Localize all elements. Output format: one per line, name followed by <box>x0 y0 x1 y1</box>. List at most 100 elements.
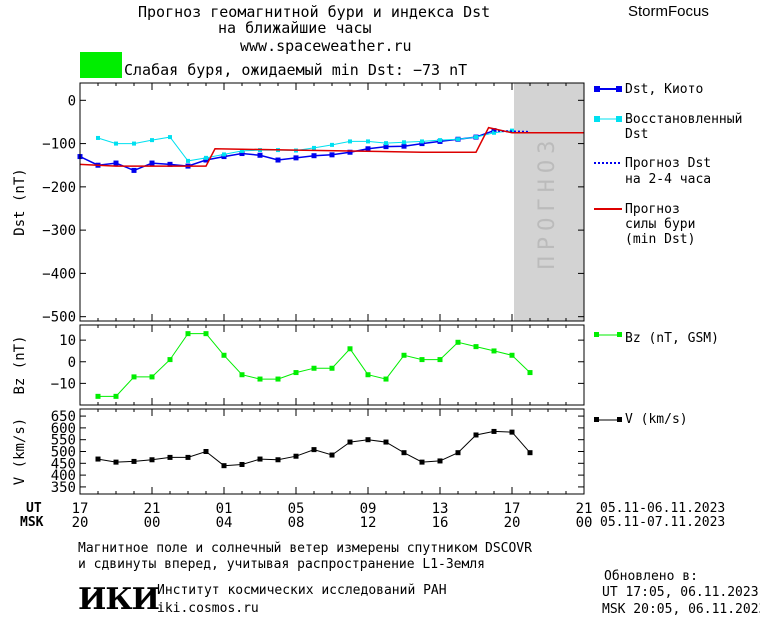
msk-date-range: 05.11-07.11.2023 <box>600 515 726 530</box>
data-point <box>114 141 118 146</box>
updated-ut: UT 17:05, 06.11.2023 <box>602 585 759 600</box>
v-panel-frame <box>79 408 585 495</box>
institute-site[interactable]: iki.cosmos.ru <box>157 601 259 616</box>
msk-tick-label: 00 <box>144 515 161 531</box>
data-point <box>402 140 406 145</box>
data-point <box>113 459 119 465</box>
legend-v <box>594 417 622 422</box>
data-point <box>312 145 316 150</box>
data-source-note-2: и сдвинуты вперед, учитывая распростране… <box>78 557 485 572</box>
bz-panel-frame <box>79 324 585 406</box>
data-point <box>347 149 353 155</box>
series-line <box>79 126 584 167</box>
data-point <box>257 376 263 382</box>
data-point <box>401 450 407 456</box>
y-tick-label: 550 <box>51 433 76 449</box>
data-point <box>419 357 425 363</box>
y-tick-label: 600 <box>51 421 76 437</box>
ut-tick-label: 21 <box>576 501 593 517</box>
data-point <box>329 452 335 458</box>
data-point <box>366 139 370 144</box>
legend-storm-label-1: Прогноз <box>625 202 680 217</box>
source-url[interactable]: www.spaceweather.ru <box>240 37 412 55</box>
data-point <box>509 429 515 435</box>
data-point <box>311 365 317 371</box>
msk-tick-label: 00 <box>576 515 593 531</box>
msk-tick-label: 20 <box>504 515 521 531</box>
msk-tick-label: 20 <box>72 515 89 531</box>
data-point <box>473 432 479 438</box>
y-tick-label: −10 <box>51 376 76 392</box>
data-point <box>527 450 533 456</box>
data-point <box>383 439 389 445</box>
data-point <box>149 160 155 166</box>
data-point <box>384 141 388 146</box>
institute-name: Институт космических исследований РАН <box>157 583 447 598</box>
data-point <box>293 453 299 459</box>
data-source-note-1: Магнитное поле и солнечный ветер измерен… <box>78 541 532 556</box>
data-point <box>239 151 245 157</box>
legend-storm-label-2: силы бури <box>625 217 696 232</box>
ut-date-range: 05.11-06.11.2023 <box>600 501 726 516</box>
data-point <box>365 372 371 378</box>
data-point <box>492 130 496 135</box>
legend-dst <box>594 86 622 92</box>
ut-tick-label: 05 <box>288 501 305 517</box>
series-line <box>79 129 495 172</box>
data-point <box>437 357 443 363</box>
data-point <box>132 141 136 146</box>
ut-axis-label: UT <box>26 501 42 516</box>
data-point <box>419 459 425 465</box>
msk-tick-label: 16 <box>432 515 449 531</box>
msk-tick-label: 12 <box>360 515 377 531</box>
legend-dst-label: Dst, Киото <box>625 82 704 97</box>
y-axis-title: V (km/s) <box>12 418 28 485</box>
data-point <box>275 457 281 463</box>
data-point <box>167 161 173 167</box>
data-point <box>239 372 245 378</box>
data-point <box>95 393 101 399</box>
data-point <box>185 454 191 460</box>
data-point <box>186 158 190 163</box>
series-line <box>97 130 513 162</box>
data-point <box>365 146 371 152</box>
data-point <box>203 331 209 337</box>
y-tick-label: 0 <box>68 355 76 371</box>
dst-panel-frame <box>79 82 585 322</box>
data-point <box>293 370 299 376</box>
updated-label: Обновлено в: <box>604 569 698 584</box>
data-point <box>168 135 172 140</box>
data-point <box>131 374 137 380</box>
data-point <box>293 155 299 161</box>
data-point <box>329 152 335 158</box>
data-point <box>257 152 263 158</box>
data-point <box>455 450 461 456</box>
data-point <box>437 458 443 464</box>
legend-forecast-label-2: на 2-4 часа <box>625 172 712 187</box>
ut-tick-label: 21 <box>144 501 161 517</box>
series-line <box>511 354 531 373</box>
data-point <box>113 393 119 399</box>
y-tick-label: 450 <box>51 456 76 472</box>
data-point <box>329 365 335 371</box>
legend-bz <box>594 332 622 337</box>
ut-tick-label: 17 <box>504 501 521 517</box>
data-point <box>456 137 460 142</box>
data-point <box>438 138 442 143</box>
data-point <box>149 457 155 463</box>
data-point <box>419 141 425 147</box>
y-tick-label: 10 <box>59 333 76 349</box>
data-point <box>455 339 461 345</box>
msk-tick-label: 04 <box>216 515 233 531</box>
data-point <box>401 143 407 149</box>
forecast-band-label: ПРОГНОЗ <box>535 135 560 270</box>
legend-restored-label-2: Dst <box>625 127 649 142</box>
msk-tick-label: 08 <box>288 515 305 531</box>
ut-tick-label: 13 <box>432 501 449 517</box>
forecast-band <box>514 83 584 321</box>
data-point <box>401 352 407 358</box>
msk-axis-label: MSK <box>20 515 44 530</box>
data-point <box>240 148 244 153</box>
data-point <box>95 456 101 462</box>
y-tick-label: 500 <box>51 445 76 461</box>
